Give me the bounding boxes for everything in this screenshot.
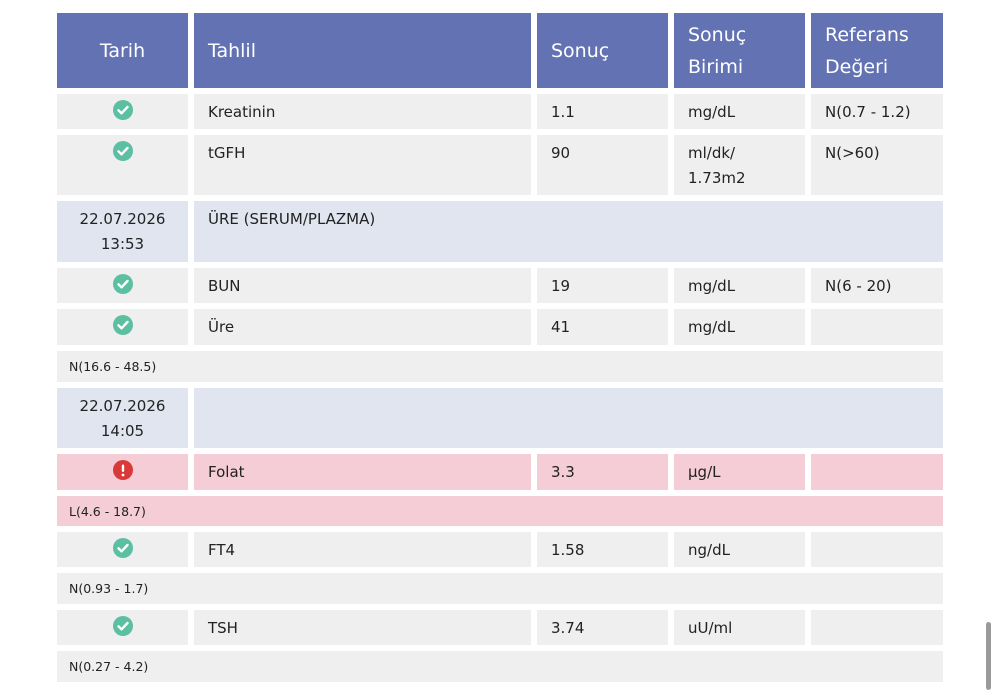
status-icon	[57, 135, 188, 195]
unit: µg/L	[674, 454, 805, 490]
reference	[811, 454, 943, 490]
check-icon	[112, 274, 133, 294]
check-icon	[112, 141, 133, 161]
reference	[811, 532, 943, 567]
result: 19	[537, 268, 668, 303]
header-cell: Sonuç	[537, 13, 668, 88]
test-name: Kreatinin	[194, 94, 531, 129]
status-icon	[57, 309, 188, 345]
status-icon	[57, 94, 188, 129]
result: 3.74	[537, 610, 668, 645]
status-icon	[57, 454, 188, 490]
header-cell: Tarih	[57, 13, 188, 88]
reference-note: N(0.93 - 1.7)	[57, 573, 943, 604]
test-name: Folat	[194, 454, 531, 490]
check-icon	[112, 538, 133, 558]
group-panel: ÜRE (SERUM/PLAZMA)	[194, 201, 943, 262]
unit: mg/dL	[674, 268, 805, 303]
reference-note: N(16.6 - 48.5)	[57, 351, 943, 382]
test-name: BUN	[194, 268, 531, 303]
header-cell: Sonuç Birimi	[674, 13, 805, 88]
result: 3.3	[537, 454, 668, 490]
reference: N(0.7 - 1.2)	[811, 94, 943, 129]
group-panel	[194, 388, 943, 448]
reference: N(>60)	[811, 135, 943, 195]
unit: uU/ml	[674, 610, 805, 645]
result: 41	[537, 309, 668, 345]
test-name: FT4	[194, 532, 531, 567]
header-cell: Referans Değeri	[811, 13, 943, 88]
group-date: 22.07.2026 13:53	[57, 201, 188, 262]
group-date: 22.07.2026 14:05	[57, 388, 188, 448]
unit: mg/dL	[674, 94, 805, 129]
result: 90	[537, 135, 668, 195]
reference	[811, 610, 943, 645]
header-cell: Tahlil	[194, 13, 531, 88]
check-icon	[112, 100, 133, 120]
status-icon	[57, 268, 188, 303]
test-name: TSH	[194, 610, 531, 645]
reference	[811, 309, 943, 345]
check-icon	[112, 616, 133, 636]
reference: N(6 - 20)	[811, 268, 943, 303]
result: 1.58	[537, 532, 668, 567]
scrollbar[interactable]	[986, 622, 991, 690]
unit: mg/dL	[674, 309, 805, 345]
check-icon	[112, 315, 133, 335]
unit: ml/dk/ 1.73m2	[674, 135, 805, 195]
result: 1.1	[537, 94, 668, 129]
status-icon	[57, 532, 188, 567]
test-name: tGFH	[194, 135, 531, 195]
test-name: Üre	[194, 309, 531, 345]
reference-note: L(4.6 - 18.7)	[57, 496, 943, 526]
alert-icon	[112, 460, 133, 480]
status-icon	[57, 610, 188, 645]
unit: ng/dL	[674, 532, 805, 567]
reference-note: N(0.27 - 4.2)	[57, 651, 943, 682]
